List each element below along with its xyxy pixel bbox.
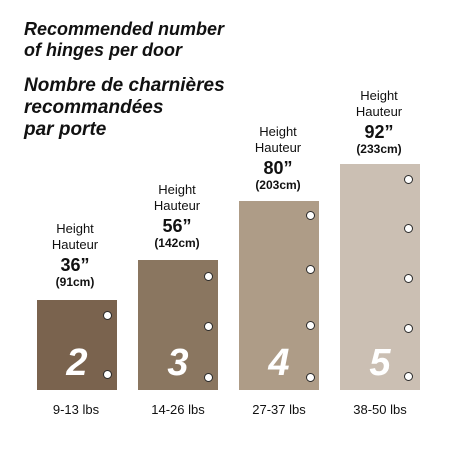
- hinge-icon: [306, 373, 315, 382]
- door-3-weight: 27-37 lbs: [252, 402, 306, 417]
- height-label: Height: [56, 221, 94, 236]
- hinge-icon: [204, 272, 213, 281]
- door-4-weight: 38-50 lbs: [353, 402, 407, 417]
- door-3-height-inches: 80”: [263, 158, 293, 178]
- door-4-height-inches: 92”: [364, 122, 394, 142]
- door-3: 4: [239, 201, 319, 390]
- title-french-line-2: recommandées: [24, 97, 164, 118]
- door-2: 3: [138, 260, 218, 390]
- height-label: Height: [158, 182, 196, 197]
- title-english-line-2: of hinges per door: [24, 40, 183, 60]
- door-2-weight: 14-26 lbs: [151, 402, 205, 417]
- hinge-icon: [103, 311, 112, 320]
- door-3-hinge-count: 4: [268, 342, 290, 384]
- title-french-line-1: Nombre de charnières: [24, 75, 225, 96]
- hinge-icon: [204, 322, 213, 331]
- hinge-icon: [404, 274, 413, 283]
- door-2-hinge-count: 3: [167, 342, 189, 384]
- door-1-weight: 9-13 lbs: [52, 402, 100, 417]
- height-label: Height: [259, 124, 297, 139]
- door-4-height-label: Height Hauteur 92” (233cm): [329, 88, 429, 156]
- door-1: 2: [37, 300, 117, 390]
- hinge-icon: [404, 175, 413, 184]
- title-french-line-3: par porte: [24, 119, 107, 140]
- title-english: Recommended number of hinges per door: [24, 20, 224, 62]
- door-4: 5: [340, 164, 420, 390]
- door-3-height-cm: (203cm): [255, 178, 301, 192]
- door-4-hinge-count: 5: [369, 342, 391, 384]
- door-2-height-inches: 56”: [162, 216, 192, 236]
- hinge-icon: [404, 224, 413, 233]
- hauteur-label: Hauteur: [153, 198, 201, 213]
- hinge-icon: [306, 265, 315, 274]
- door-1-height-label: Height Hauteur 36” (91cm): [25, 221, 125, 289]
- door-3-height-label: Height Hauteur 80” (203cm): [228, 124, 328, 192]
- title-english-line-1: Recommended number: [24, 19, 225, 39]
- hinge-icon: [404, 372, 413, 381]
- door-4-height-cm: (233cm): [356, 142, 402, 156]
- door-2-height-cm: (142cm): [154, 236, 200, 250]
- hauteur-label: Hauteur: [51, 237, 99, 252]
- door-1-height-inches: 36”: [60, 255, 90, 275]
- hinge-icon: [103, 370, 112, 379]
- hinge-icon: [306, 321, 315, 330]
- hinge-icon: [404, 324, 413, 333]
- door-1-hinge-count: 2: [66, 342, 88, 384]
- hauteur-label: Hauteur: [355, 104, 403, 119]
- hauteur-label: Hauteur: [254, 140, 302, 155]
- hinge-icon: [306, 211, 315, 220]
- door-2-height-label: Height Hauteur 56” (142cm): [127, 182, 227, 250]
- height-label: Height: [360, 88, 398, 103]
- door-1-height-cm: (91cm): [55, 275, 95, 289]
- hinge-icon: [204, 373, 213, 382]
- title-french: Nombre de charnières recommandées par po…: [24, 76, 225, 142]
